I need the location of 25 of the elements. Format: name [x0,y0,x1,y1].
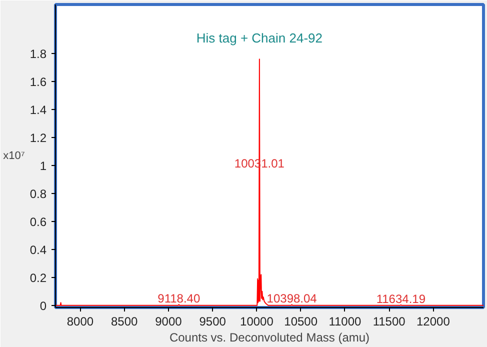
y-tick-label: 0.2 [30,270,47,285]
y-tick-label: 1.2 [30,130,47,145]
y-tick-label: 0.8 [30,186,47,201]
y-tick-label: 1.8 [30,46,47,61]
y-tick-label: 0 [40,298,47,313]
y-tick-label: 1 [40,158,47,173]
annotation: 9118.40 [158,292,200,306]
x-tick-label: 10000 [240,314,274,328]
x-tick-label: 8000 [66,314,94,328]
x-tick-label: 11500 [372,314,406,328]
x-tick-label: 9500 [199,314,226,328]
y-tick-label: 0.6 [30,214,47,229]
y-tick-label: 1.6 [30,74,47,89]
x-tick-label: 8500 [110,314,138,328]
text: x10⁷ [3,150,25,162]
x-tick-label: 12000 [416,314,450,328]
annotation: 10398.04 [266,292,318,306]
x-axis-title: Counts vs. Deconvoluted Mass (amu) [169,330,370,344]
x-tick-label: 11000 [328,314,362,328]
x-tick-label: 9000 [155,314,182,328]
x-tick-label: 10500 [284,314,318,328]
annotation: 11634.19 [376,292,426,306]
y-tick-label: 0.4 [30,242,47,257]
y-tick-label: 1.4 [30,102,47,117]
text: His tag + Chain 24-92 [196,30,322,46]
